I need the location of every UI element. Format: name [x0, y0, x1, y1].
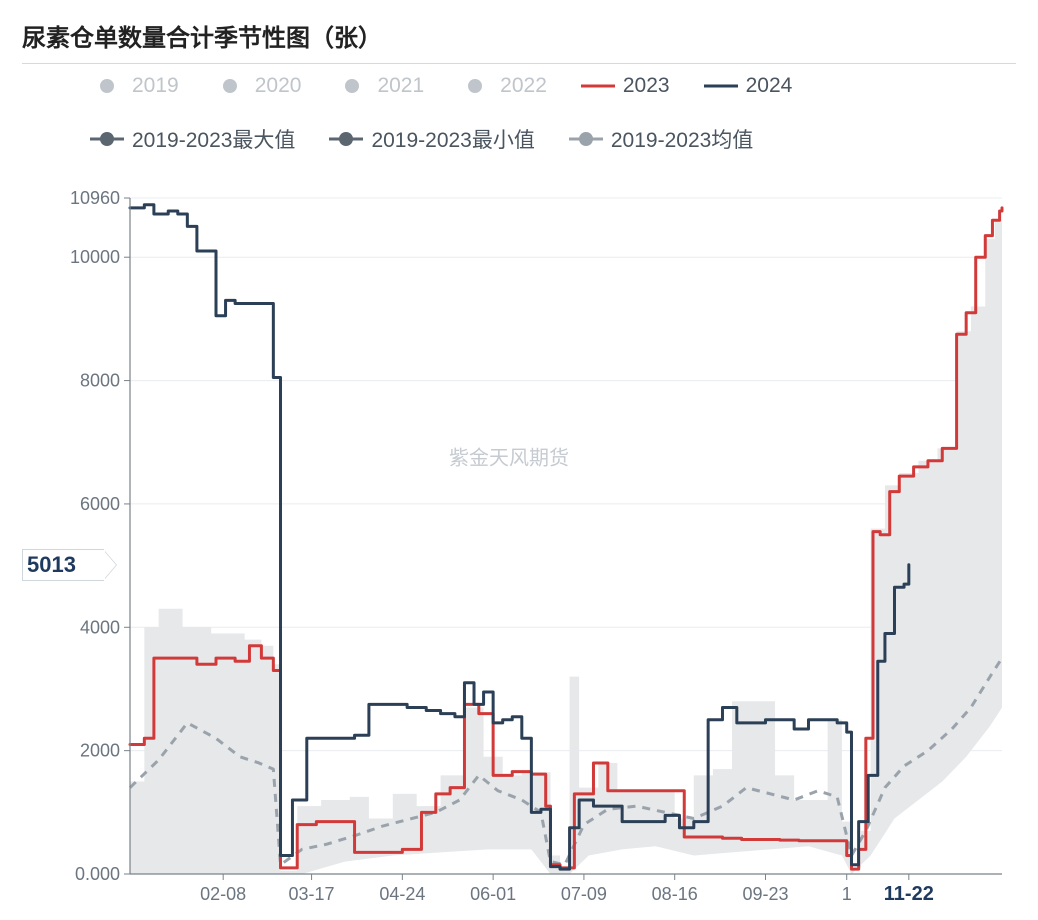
legend-item-y2022[interactable]: 2022: [458, 74, 547, 98]
chart-area: 0.000 2000 4000 6000 8000 10000 10960 02-08 03-1…: [22, 176, 1016, 912]
x-tick-label: 08-16: [652, 884, 698, 904]
x-tick-label: 02-08: [200, 884, 246, 904]
y-tick-label: 2000: [80, 741, 120, 761]
legend: 2019 2020 2021 2022 2023 2024 2019-2023最大值 2019…: [22, 70, 1016, 158]
legend-label: 2021: [377, 74, 424, 98]
y-axis-callout-label: 5013: [27, 552, 76, 577]
legend-item-rmin[interactable]: 2019-2023最小值: [329, 124, 534, 154]
legend-item-y2019[interactable]: 2019: [90, 74, 179, 98]
legend-item-y2020[interactable]: 2020: [213, 74, 302, 98]
title-rule: [22, 63, 1016, 64]
legend-label: 2019: [132, 74, 179, 98]
legend-item-y2024[interactable]: 2024: [704, 74, 793, 98]
x-tick-label: 03-17: [289, 884, 335, 904]
y-tick-label: 10960: [70, 188, 120, 208]
y-tick-label: 10000: [70, 247, 120, 267]
y-tick-label: 4000: [80, 617, 120, 637]
x-tick-label: 06-01: [470, 884, 516, 904]
x-tick-label: 11-22: [884, 883, 934, 905]
y-tick-label: 6000: [80, 494, 120, 514]
y-tick-label: 0.000: [75, 864, 120, 884]
chart-svg: 0.000 2000 4000 6000 8000 10000 10960 02-08 03-1…: [22, 176, 1016, 912]
legend-label: 2019-2023最小值: [371, 124, 534, 154]
legend-item-y2023[interactable]: 2023: [581, 74, 670, 98]
x-tick-label: 1: [842, 884, 852, 904]
legend-item-y2021[interactable]: 2021: [335, 74, 424, 98]
y-axis-callout: 5013: [22, 549, 104, 581]
legend-item-rmean[interactable]: 2019-2023均值: [569, 124, 753, 154]
legend-label: 2024: [746, 74, 793, 98]
legend-label: 2019-2023最大值: [132, 124, 295, 154]
x-tick-label: 07-09: [561, 884, 607, 904]
legend-item-rmax[interactable]: 2019-2023最大值: [90, 124, 295, 154]
x-tick-label: 09-23: [742, 884, 788, 904]
x-tick-label: 04-24: [379, 884, 425, 904]
chart-title: 尿素仓单数量合计季节性图（张）: [22, 18, 1016, 53]
legend-label: 2019-2023均值: [611, 124, 753, 154]
legend-label: 2022: [500, 74, 547, 98]
legend-label: 2020: [255, 74, 302, 98]
legend-label: 2023: [623, 74, 670, 98]
y-tick-label: 8000: [80, 371, 120, 391]
